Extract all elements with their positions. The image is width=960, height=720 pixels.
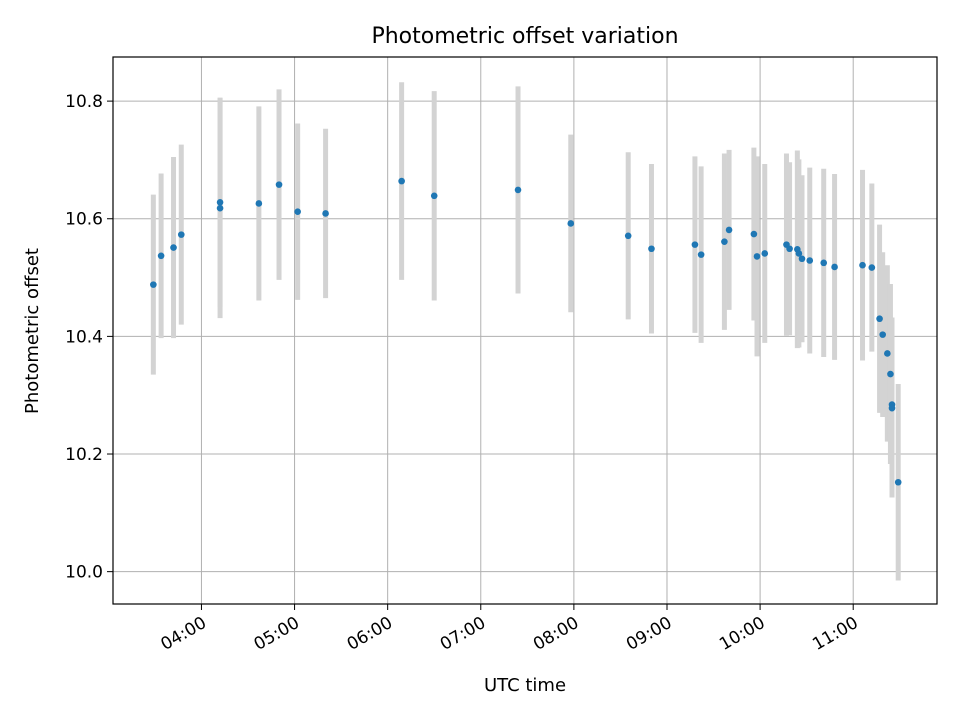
chart-title: Photometric offset variation <box>371 24 678 49</box>
x-tick-label: 10:00 <box>716 613 768 655</box>
x-tick-label: 05:00 <box>251 613 303 655</box>
data-point <box>624 232 632 240</box>
data-point <box>795 250 803 257</box>
y-tick-label: 10.2 <box>65 445 103 465</box>
data-point <box>430 192 438 200</box>
data-point <box>806 257 814 264</box>
data-point <box>750 230 758 238</box>
x-tick-label: 06:00 <box>344 613 396 655</box>
data-point <box>697 251 705 258</box>
data-point <box>255 200 263 207</box>
data-point <box>876 315 883 323</box>
y-tick-label: 10.8 <box>65 92 103 112</box>
data-point <box>831 263 838 271</box>
data-point <box>820 259 828 267</box>
plot-frame <box>112 56 938 605</box>
axis-ticks: 04:00 05:00 06:00 07:00 08:00 09:00 10:00 11:00… <box>65 92 862 655</box>
data-point <box>691 241 699 248</box>
data-point <box>798 255 806 263</box>
data-point <box>887 370 894 378</box>
data-point <box>567 220 575 227</box>
data-point <box>170 244 177 251</box>
data-point <box>648 245 655 253</box>
data-point <box>859 261 866 269</box>
data-point <box>761 250 769 257</box>
x-tick-label: 04:00 <box>158 613 210 655</box>
data-point <box>884 350 891 357</box>
data-point <box>879 331 886 338</box>
data-point <box>398 177 405 185</box>
y-tick-label: 10.6 <box>65 210 103 230</box>
data-point <box>150 281 157 288</box>
data-point <box>275 181 283 188</box>
data-point <box>322 210 329 217</box>
data-point <box>725 226 733 234</box>
grid-lines <box>113 57 937 604</box>
data-point <box>868 264 876 271</box>
data-points <box>150 177 902 486</box>
data-point <box>888 404 896 412</box>
data-point <box>216 198 224 206</box>
data-point <box>157 252 165 260</box>
data-point <box>786 245 793 253</box>
data-point <box>514 186 522 194</box>
data-point <box>721 238 728 245</box>
data-point <box>894 478 902 486</box>
y-tick-label: 10.4 <box>65 327 103 347</box>
x-tick-label: 08:00 <box>530 613 582 655</box>
data-point <box>294 208 301 215</box>
x-tick-label: 09:00 <box>623 613 675 655</box>
x-tick-label: 11:00 <box>809 613 861 655</box>
x-axis-label: UTC time <box>484 675 566 696</box>
data-point <box>753 253 761 260</box>
x-tick-label: 07:00 <box>437 613 489 655</box>
data-point <box>216 204 224 212</box>
y-tick-label: 10.0 <box>65 563 103 583</box>
data-point <box>177 231 185 238</box>
error-bars <box>150 82 901 581</box>
y-axis-label: Photometric offset <box>22 248 43 414</box>
